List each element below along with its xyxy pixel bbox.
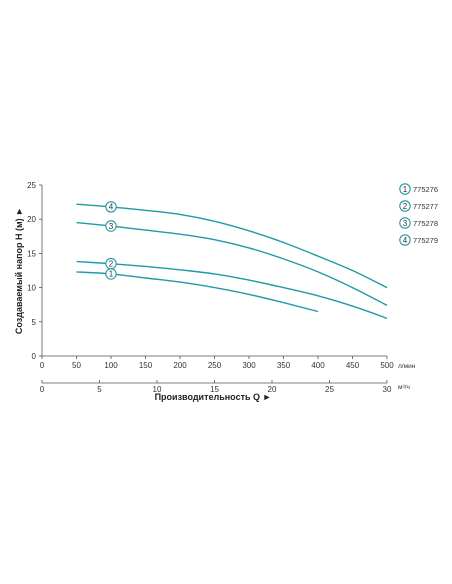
legend-label: 775278	[413, 219, 438, 228]
x-axis-title: Производительность Q ►	[155, 392, 272, 402]
legend-marker	[399, 217, 411, 229]
legend-marker-number: 4	[403, 236, 408, 245]
y-tick-label: 10	[27, 284, 36, 293]
legend: 1 775276 2 775277 3 775278 4 775279	[399, 183, 438, 246]
series-4: 4	[76, 201, 388, 289]
series-2: 2	[76, 257, 388, 320]
series-marker-2	[105, 257, 117, 270]
series-line-4	[76, 203, 388, 289]
x-tick-label: 500	[380, 361, 394, 370]
series-1: 1	[76, 268, 319, 313]
x-tick-label: 150	[139, 361, 153, 370]
series-layer: 1 2 3 4	[76, 201, 388, 320]
legend-marker	[399, 183, 411, 195]
series-marker-label: 1	[109, 270, 114, 279]
x-tick-label: 400	[311, 361, 325, 370]
x2-tick-label: 30	[383, 385, 392, 394]
x2-tick-label: 15	[210, 385, 219, 394]
x-tick-label: 350	[277, 361, 291, 370]
legend-item-2: 2 775277	[399, 200, 438, 212]
series-marker-label: 3	[109, 222, 114, 231]
series-3: 3	[76, 220, 388, 307]
x-tick-label: 250	[208, 361, 222, 370]
x2-tick-label: 25	[325, 385, 334, 394]
legend-label: 775277	[413, 202, 438, 211]
series-line-3	[76, 221, 388, 307]
legend-item-3: 3 775278	[399, 217, 438, 229]
x-tick-label: 300	[242, 361, 256, 370]
y-tick-label: 15	[27, 249, 36, 258]
x2-unit-label: м³/ч	[398, 384, 410, 391]
legend-item-1: 1 775276	[399, 183, 438, 195]
x-tick-label: 50	[72, 361, 81, 370]
x-tick-label: 450	[346, 361, 360, 370]
x2-tick-label: 10	[153, 385, 162, 394]
legend-marker	[399, 200, 411, 212]
series-marker-3	[105, 220, 117, 232]
series-marker-label: 4	[109, 203, 114, 212]
legend-marker-number: 2	[403, 202, 408, 211]
y-tick-label: 20	[27, 215, 36, 224]
x-tick-label: 0	[40, 361, 45, 370]
x-tick-label: 200	[173, 361, 187, 370]
legend-item-4: 4 775279	[399, 234, 438, 246]
x2-tick-label: 20	[268, 385, 277, 394]
y-tick-label: 25	[27, 181, 36, 190]
x2-tick-label: 5	[97, 385, 102, 394]
y-tick-label: 0	[32, 352, 37, 361]
y-axis-title: Создаваемый напор H (м) ►	[14, 207, 24, 334]
x-tick-label: 100	[104, 361, 118, 370]
legend-marker	[399, 234, 411, 246]
legend-label: 775279	[413, 236, 438, 245]
x2-tick-label: 0	[40, 385, 45, 394]
legend-marker-number: 1	[403, 185, 408, 194]
series-line-2	[76, 260, 388, 320]
series-marker-4	[105, 201, 117, 213]
y-tick-label: 5	[32, 318, 37, 327]
legend-marker-number: 3	[403, 219, 408, 228]
series-marker-label: 2	[109, 259, 114, 268]
legend-label: 775276	[413, 185, 438, 194]
x-unit-label: л/мин	[398, 363, 416, 370]
